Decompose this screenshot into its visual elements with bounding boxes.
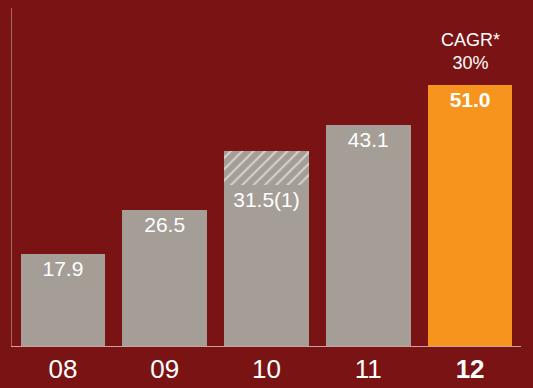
svg-text:31.5(1): 31.5(1) — [233, 188, 300, 211]
svg-text:09: 09 — [150, 354, 179, 384]
svg-text:26.5: 26.5 — [144, 213, 185, 236]
svg-text:17.9: 17.9 — [42, 257, 83, 280]
svg-text:51.0: 51.0 — [450, 88, 491, 111]
svg-text:08: 08 — [48, 354, 77, 384]
svg-text:CAGR*30%: CAGR*30% — [441, 30, 500, 73]
svg-text:11: 11 — [355, 354, 382, 384]
svg-text:43.1: 43.1 — [348, 128, 389, 151]
svg-text:12: 12 — [456, 354, 485, 384]
svg-text:10: 10 — [252, 354, 281, 384]
